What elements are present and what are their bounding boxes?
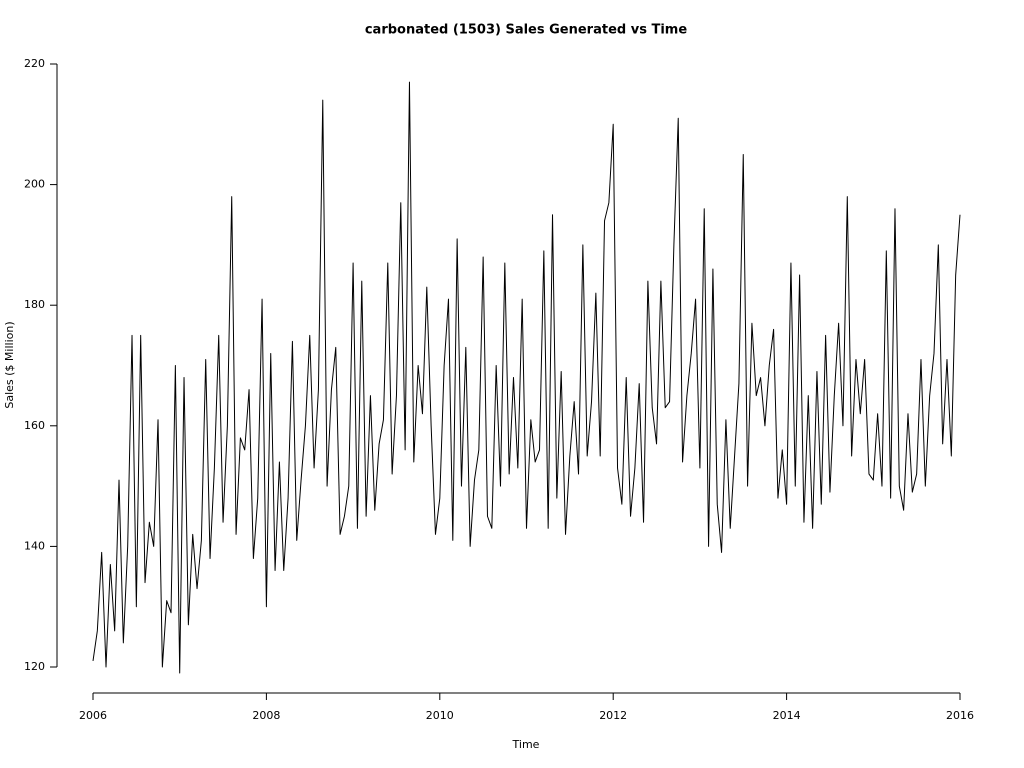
x-axis-label: Time: [512, 738, 540, 751]
x-tick-label: 2014: [773, 709, 801, 722]
x-tick-label: 2016: [946, 709, 974, 722]
x-tick-label: 2006: [79, 709, 107, 722]
y-tick-label: 180: [24, 298, 45, 311]
y-axis-label: Sales ($ Million): [3, 321, 16, 408]
y-tick-label: 160: [24, 419, 45, 432]
series-line: [92, 81, 961, 674]
y-tick-label: 140: [24, 539, 45, 552]
y-tick-label: 120: [24, 660, 45, 673]
x-tick-label: 2010: [426, 709, 454, 722]
y-tick-label: 200: [24, 178, 45, 191]
x-tick-label: 2012: [599, 709, 627, 722]
x-tick-label: 2008: [252, 709, 280, 722]
y-tick-label: 220: [24, 57, 45, 70]
chart-title: carbonated (1503) Sales Generated vs Tim…: [365, 23, 687, 38]
